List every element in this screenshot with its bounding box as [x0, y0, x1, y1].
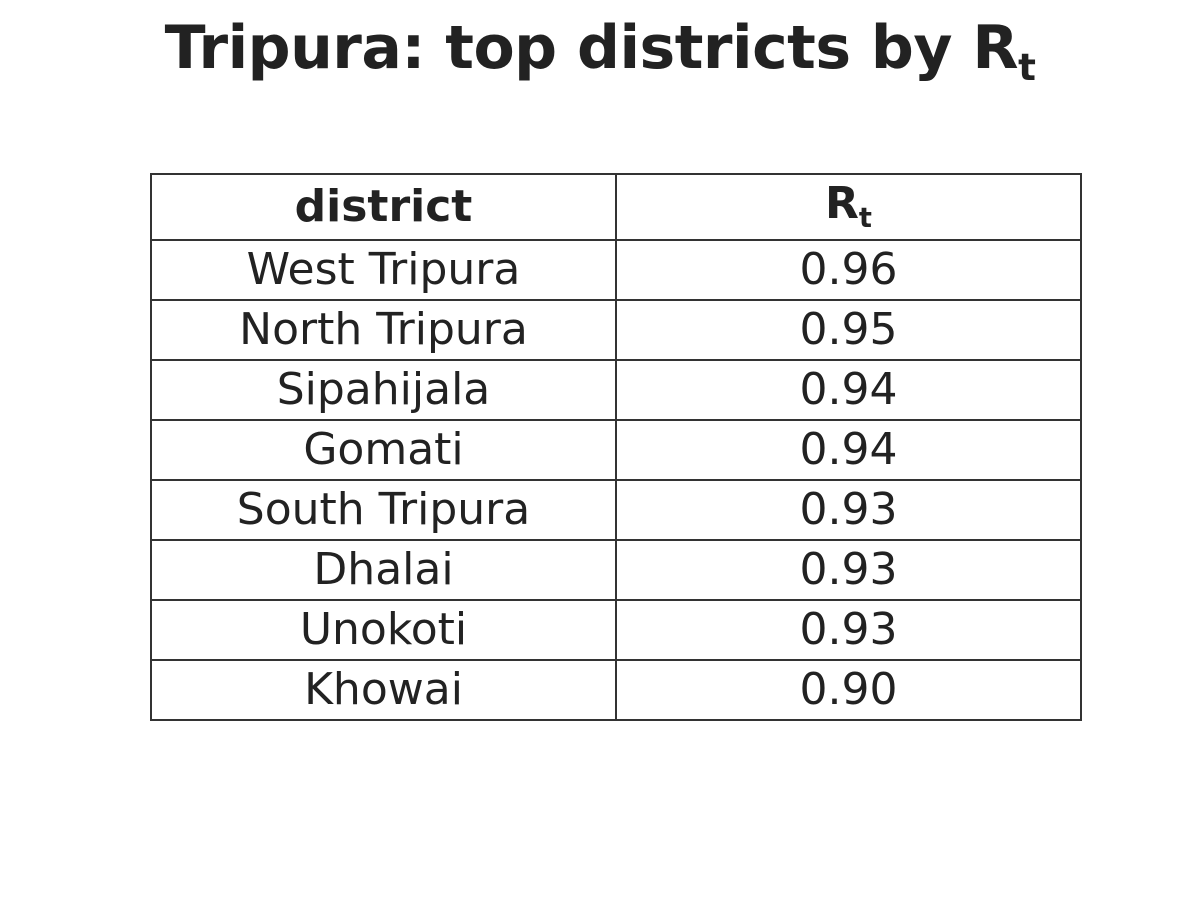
chart-title-subscript: t [1018, 44, 1036, 89]
district-cell: Khowai [150, 659, 617, 721]
table-row: Khowai 0.90 [150, 659, 1082, 721]
column-header-rt: Rt [615, 173, 1082, 241]
column-header-district: district [150, 173, 617, 241]
table-row: Sipahijala 0.94 [150, 359, 1082, 421]
rt-value-cell: 0.95 [615, 299, 1082, 361]
district-cell: Unokoti [150, 599, 617, 661]
rt-value-cell: 0.96 [615, 239, 1082, 301]
table-row: Unokoti 0.93 [150, 599, 1082, 661]
table-row: West Tripura 0.96 [150, 239, 1082, 301]
table-row: North Tripura 0.95 [150, 299, 1082, 361]
chart-title-text: Tripura: top districts by R [164, 13, 1019, 83]
rt-value-cell: 0.93 [615, 599, 1082, 661]
table-row: Dhalai 0.93 [150, 539, 1082, 601]
districts-table: district Rt West Tripura 0.96 North Tripur… [150, 173, 1082, 721]
table-row: Gomati 0.94 [150, 419, 1082, 481]
district-cell: North Tripura [150, 299, 617, 361]
chart-title: Tripura: top districts by Rt [0, 8, 1200, 95]
table-header-row: district Rt [150, 173, 1082, 241]
rt-value-cell: 0.93 [615, 539, 1082, 601]
district-cell: Dhalai [150, 539, 617, 601]
rt-value-cell: 0.93 [615, 479, 1082, 541]
table-body: West Tripura 0.96 North Tripura 0.95 Sipahij… [150, 239, 1082, 721]
district-cell: Sipahijala [150, 359, 617, 421]
column-header-rt-label: R [825, 178, 859, 229]
column-header-district-label: district [294, 181, 473, 232]
district-cell: West Tripura [150, 239, 617, 301]
rt-value-cell: 0.90 [615, 659, 1082, 721]
district-cell: Gomati [150, 419, 617, 481]
column-header-rt-subscript: t [858, 202, 872, 234]
rt-value-cell: 0.94 [615, 359, 1082, 421]
district-cell: South Tripura [150, 479, 617, 541]
table-row: South Tripura 0.93 [150, 479, 1082, 541]
rt-value-cell: 0.94 [615, 419, 1082, 481]
